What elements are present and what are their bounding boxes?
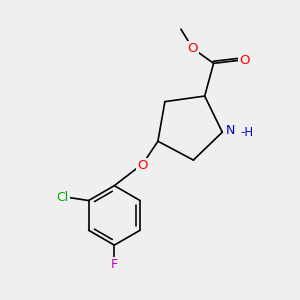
Text: O: O [137,159,148,172]
Text: O: O [188,42,198,55]
Text: F: F [111,258,118,271]
Text: Cl: Cl [57,191,69,204]
Text: N: N [226,124,235,137]
Text: -H: -H [241,126,254,139]
Text: O: O [239,54,250,67]
